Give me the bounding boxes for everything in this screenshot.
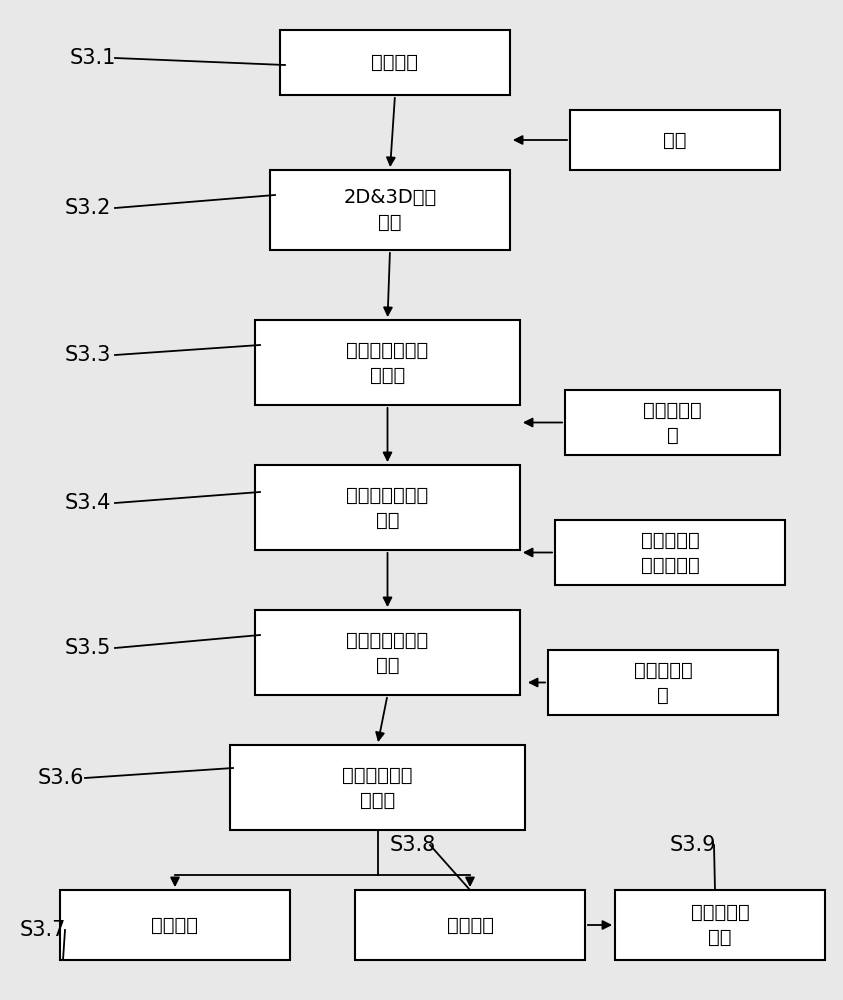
Text: S3.9: S3.9 [670, 835, 717, 855]
Text: 已有相机镜
头关键参数: 已有相机镜 头关键参数 [641, 530, 700, 574]
Text: 等待下一步
测试: 等待下一步 测试 [690, 903, 749, 947]
Bar [548, 650, 778, 715]
Text: 移动样本: 移动样本 [447, 916, 493, 934]
Bar [280, 30, 510, 95]
Text: S3.1: S3.1 [70, 48, 116, 68]
Text: S3.3: S3.3 [65, 345, 111, 365]
Text: S3.2: S3.2 [65, 198, 111, 218]
Text: 系统得到最小缺
陷尺寸: 系统得到最小缺 陷尺寸 [346, 340, 428, 384]
Bar [270, 170, 510, 250]
Text: S3.4: S3.4 [65, 493, 111, 513]
Text: S3.6: S3.6 [38, 768, 84, 788]
Text: S3.7: S3.7 [20, 920, 67, 940]
Text: 计算成像距离
等参数: 计算成像距离 等参数 [342, 766, 413, 810]
Text: 根据成像规
律: 根据成像规 律 [643, 400, 702, 444]
Bar [355, 890, 585, 960]
Bar [255, 610, 520, 695]
Text: S3.8: S3.8 [390, 835, 436, 855]
Bar [615, 890, 825, 960]
Text: 2D&3D尺寸
测量: 2D&3D尺寸 测量 [343, 188, 437, 232]
Bar [230, 745, 525, 830]
Bar [60, 890, 290, 960]
Text: S3.5: S3.5 [65, 638, 111, 658]
Bar [255, 320, 520, 405]
Text: 调焦: 调焦 [663, 130, 687, 149]
Text: 选择相机及匹配
镜头: 选择相机及匹配 镜头 [346, 631, 428, 674]
Bar [565, 390, 780, 455]
Bar [570, 110, 780, 170]
Text: 样本安装: 样本安装 [372, 53, 418, 72]
Text: 计算成像最小分
辨率: 计算成像最小分 辨率 [346, 486, 428, 530]
Text: 预设成像角
度: 预设成像角 度 [634, 660, 692, 704]
Text: 输出结论: 输出结论 [152, 916, 198, 934]
Bar [555, 520, 785, 585]
Bar [255, 465, 520, 550]
